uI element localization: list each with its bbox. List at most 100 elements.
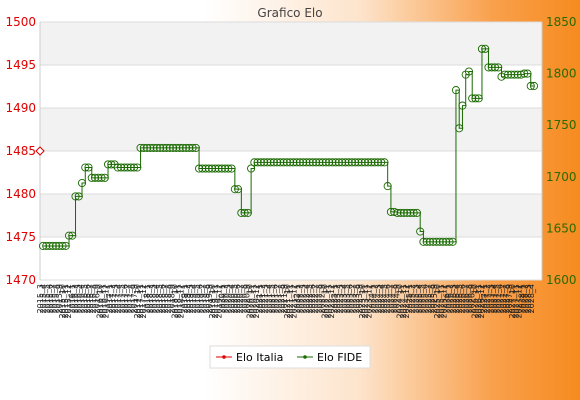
data-point-elo-fide — [484, 63, 493, 72]
data-point-elo-fide — [126, 163, 135, 172]
x-tick-label: 2016_12 — [102, 284, 111, 319]
data-point-elo-fide — [162, 143, 171, 152]
x-tick-label: 2025_10 — [433, 284, 442, 319]
data-point-elo-fide — [256, 158, 265, 167]
x-tick-label: 2024_4 — [377, 284, 386, 313]
x-tick-label: 2020_3 — [224, 284, 233, 313]
data-point-elo-fide — [516, 70, 526, 79]
x-tick-label: 2026_3 — [449, 284, 458, 313]
x-tick-label: 2027_6 — [496, 284, 505, 313]
x-tick-label: 2023_2 — [333, 284, 342, 313]
y-axis-left-ticks: 1470 1475 1480 1485 1490 1495 1500 — [5, 15, 36, 287]
data-point-elo-fide — [477, 44, 487, 53]
x-tick-label: 2019_3 — [186, 284, 195, 313]
x-tick-label: 2018_3 — [149, 284, 158, 313]
data-point-elo-fide — [279, 158, 288, 167]
data-point-elo-fide — [471, 94, 480, 103]
x-tick-label: 2019_1 — [180, 284, 189, 313]
data-point-elo-fide — [481, 44, 490, 53]
data-point-elo-fide — [165, 143, 174, 152]
x-tick-label: 2020_4 — [227, 284, 236, 313]
data-point-elo-fide — [403, 208, 412, 217]
data-point-elo-fide — [334, 158, 343, 167]
x-tick-label: 2025_9 — [430, 284, 439, 313]
x-tick-label: 2023_9 — [355, 284, 364, 313]
data-point-elo-fide — [143, 143, 152, 152]
x-tick-label: 2021_7 — [274, 284, 283, 313]
y-tick-right-label: 1750 — [546, 118, 577, 132]
data-point-elo-fide — [510, 70, 519, 79]
x-tick-label: 2020_10 — [246, 284, 255, 319]
data-point-elo-fide — [490, 63, 500, 72]
data-point-elo-fide — [529, 81, 539, 91]
x-tick-label: 2015_11 — [61, 284, 70, 319]
x-tick-label: 2018_10 — [170, 284, 179, 319]
data-point-elo-fide — [133, 163, 142, 172]
legend-item-elo-italia[interactable]: Elo Italia — [216, 351, 283, 364]
x-tick-label: 2020_9 — [242, 284, 251, 313]
x-tick-label: 2026_9 — [468, 284, 477, 313]
data-point-elo-fide — [331, 158, 340, 167]
data-point-elo-fide — [360, 158, 369, 167]
y-tick-left-label: 1495 — [5, 58, 36, 72]
data-point-elo-fide — [500, 70, 509, 79]
x-tick-label: 2027_3 — [486, 284, 495, 313]
x-tick-label: 2016_5 — [80, 284, 89, 313]
data-point-elo-fide — [178, 143, 187, 152]
y-tick-left-label: 1500 — [5, 15, 36, 29]
x-tick-label: 2024_10 — [396, 284, 405, 319]
x-tick-label: 2018_1 — [142, 284, 151, 313]
x-tick-label: 2016_4 — [77, 284, 86, 313]
x-axis-ticks: 2015_32015_42015_52015_62015_72015_82015… — [36, 284, 536, 319]
data-point-elo-fide — [289, 158, 298, 167]
series-layer — [35, 44, 539, 250]
data-point-elo-fide — [315, 158, 324, 167]
data-point-elo-fide — [74, 192, 83, 201]
data-point-elo-fide — [302, 158, 311, 167]
data-point-elo-fide — [435, 237, 444, 246]
x-tick-label: 2023_4 — [339, 284, 348, 313]
x-tick-label: 2018_6 — [158, 284, 167, 313]
legend-item-elo-fide[interactable]: Elo FIDE — [297, 351, 362, 364]
x-tick-label: 2021_4 — [264, 284, 273, 313]
data-point-elo-fide — [113, 163, 122, 172]
x-tick-label: 2022_2 — [296, 284, 305, 313]
data-point-elo-fide — [377, 158, 386, 167]
data-point-elo-fide — [347, 158, 356, 167]
x-tick-label: 2028_1 — [518, 284, 527, 313]
data-point-elo-fide — [61, 241, 70, 250]
data-point-elo-fide — [373, 158, 382, 167]
data-point-elo-fide — [81, 163, 90, 172]
data-point-elo-fide — [185, 143, 194, 152]
data-point-elo-fide — [149, 143, 158, 152]
data-point-elo-fide — [455, 124, 464, 133]
data-point-elo-fide — [240, 208, 249, 217]
x-tick-label: 2028_4 — [527, 284, 536, 313]
data-point-elo-fide — [263, 158, 272, 167]
data-point-elo-fide — [458, 101, 467, 110]
x-tick-label: 2017_9 — [130, 284, 139, 313]
data-point-elo-fide — [169, 143, 178, 152]
data-point-elo-fide — [494, 63, 503, 72]
data-point-elo-fide — [159, 143, 168, 152]
x-tick-label: 2023_3 — [336, 284, 345, 313]
data-point-elo-fide — [513, 70, 522, 79]
data-point-elo-fide — [312, 158, 321, 167]
x-tick-label: 2023_11 — [361, 284, 370, 319]
x-tick-label: 2017_7 — [124, 284, 133, 313]
data-point-elo-fide — [321, 158, 330, 167]
x-tick-label: 2021_8 — [277, 284, 286, 313]
data-point-elo-fide — [406, 208, 415, 217]
data-point-elo-fide — [425, 237, 434, 246]
y-tick-right-label: 1600 — [546, 273, 577, 287]
series-elo-fide — [38, 44, 539, 250]
data-point-elo-fide — [276, 158, 285, 167]
data-point-elo-fide — [227, 164, 236, 173]
data-point-elo-fide — [383, 182, 392, 191]
data-point-elo-fide — [120, 163, 129, 172]
x-tick-label: 2022_5 — [305, 284, 314, 313]
data-point-elo-fide — [393, 208, 402, 217]
data-point-elo-fide — [266, 158, 275, 167]
data-point-elo-fide — [175, 143, 184, 152]
y-tick-left-label: 1470 — [5, 273, 36, 287]
